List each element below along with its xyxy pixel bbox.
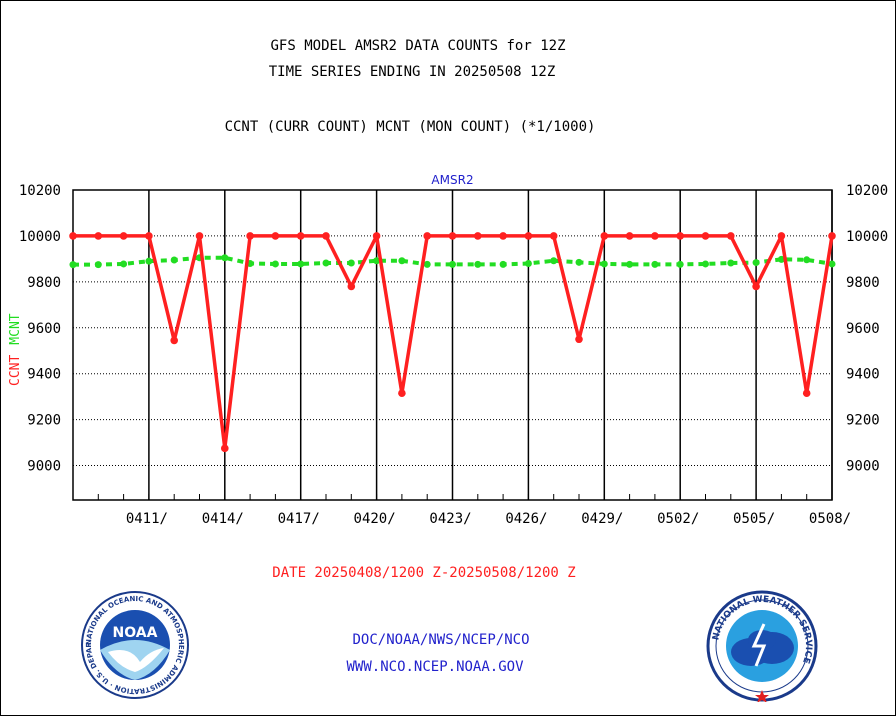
org-path: DOC/NOAA/NWS/NCEP/NCO xyxy=(352,632,530,648)
mcnt-point xyxy=(803,256,811,264)
ccnt-point xyxy=(246,232,254,240)
ccnt-point xyxy=(94,232,103,240)
mcnt-point xyxy=(347,259,355,267)
y-axis-label-mcnt: MCNT xyxy=(8,313,23,344)
x-tick-label: 0502/ xyxy=(657,511,699,527)
ccnt-point xyxy=(69,232,77,240)
x-tick-label: 0417/ xyxy=(278,511,320,527)
mcnt-point xyxy=(499,260,507,268)
ccnt-point xyxy=(372,232,381,240)
mcnt-point xyxy=(398,257,406,265)
mcnt-point xyxy=(550,257,558,265)
y-axis-label-ccnt: CCNT xyxy=(8,355,23,386)
ccnt-point xyxy=(221,444,229,453)
mcnt-point xyxy=(575,258,583,266)
x-tick-label: 0429/ xyxy=(581,511,623,527)
noaa-logo: NATIONAL OCEANIC AND ATMOSPHERIC ADMINIS… xyxy=(80,590,189,699)
mcnt-point xyxy=(702,260,709,268)
mcnt-point xyxy=(271,260,279,268)
mcnt-point xyxy=(626,260,634,268)
x-tick-label: 0505/ xyxy=(733,511,775,527)
mcnt-point xyxy=(828,260,836,268)
ccnt-point xyxy=(170,336,178,345)
mcnt-point xyxy=(752,259,760,267)
mcnt-point xyxy=(170,256,178,264)
ccnt-point xyxy=(600,232,609,240)
y-tick-label-right: 9800 xyxy=(846,275,880,291)
ccnt-point xyxy=(119,232,128,240)
nws-logo: NATIONAL WEATHER SERVICE xyxy=(706,590,818,702)
chart-subtitle: CCNT (CURR COUNT) MCNT (MON COUNT) (*1/1… xyxy=(224,119,596,135)
ccnt-point xyxy=(752,282,760,291)
mcnt-point xyxy=(322,259,330,267)
ccnt-point xyxy=(347,282,356,291)
chart-title-line2: TIME SERIES ENDING IN 20250508 12Z xyxy=(268,64,556,80)
y-axis-label: CCNT MCNT xyxy=(8,313,23,386)
mcnt-point xyxy=(474,260,482,268)
mcnt-point xyxy=(651,260,659,268)
ccnt-point xyxy=(676,232,684,240)
ccnt-point xyxy=(448,232,457,240)
mcnt-point xyxy=(600,260,608,268)
ccnt-point xyxy=(322,232,330,240)
y-tick-label-left: 10000 xyxy=(19,229,61,245)
chart-title-line1: GFS MODEL AMSR2 DATA COUNTS for 12Z xyxy=(270,38,566,54)
ccnt-point xyxy=(423,232,432,240)
ccnt-point xyxy=(271,232,280,240)
ccnt-point xyxy=(195,232,204,240)
y-tick-label-left: 9000 xyxy=(27,459,61,475)
mcnt-point xyxy=(676,260,684,268)
y-tick-label-right: 9600 xyxy=(846,321,880,337)
ccnt-point xyxy=(625,232,634,240)
ccnt-point xyxy=(575,335,583,344)
mcnt-point xyxy=(297,260,305,268)
y-tick-label-left: 10200 xyxy=(19,183,61,199)
mcnt-point xyxy=(449,260,456,268)
mcnt-point xyxy=(373,257,381,265)
ccnt-point xyxy=(398,389,406,398)
ccnt-point xyxy=(474,232,482,240)
y-tick-label-right: 9200 xyxy=(846,413,880,429)
ccnt-point xyxy=(727,232,735,240)
ccnt-point xyxy=(296,232,305,240)
ccnt-point xyxy=(777,232,786,240)
plot-title: AMSR2 xyxy=(431,173,473,187)
website-link[interactable]: WWW.NCO.NCEP.NOAA.GOV xyxy=(346,659,524,675)
ccnt-point xyxy=(828,232,836,240)
ccnt-point xyxy=(802,389,811,398)
mcnt-point xyxy=(94,261,102,269)
mcnt-point xyxy=(69,261,77,269)
x-tick-label: 0508/ xyxy=(809,511,851,527)
ccnt-point xyxy=(499,232,507,240)
y-tick-label-right: 10000 xyxy=(846,229,888,245)
x-tick-label: 0420/ xyxy=(354,511,396,527)
x-tick-label: 0414/ xyxy=(202,511,244,527)
noaa-wordmark: NOAA xyxy=(113,625,158,641)
mcnt-point xyxy=(524,259,532,267)
y-tick-label-left: 9800 xyxy=(27,275,61,291)
date-range-label: DATE 20250408/1200 Z-20250508/1200 Z xyxy=(272,565,576,581)
ccnt-point xyxy=(549,232,558,240)
mcnt-point xyxy=(120,260,128,268)
y-tick-label-right: 9400 xyxy=(846,367,880,383)
mcnt-point xyxy=(145,257,153,265)
ccnt-point xyxy=(701,232,710,240)
ccnt-point xyxy=(651,232,659,240)
y-tick-label-left: 9200 xyxy=(27,413,61,429)
ccnt-point xyxy=(145,232,153,240)
mcnt-point xyxy=(727,259,735,267)
mcnt-point xyxy=(423,260,431,268)
mcnt-point xyxy=(221,254,229,262)
ccnt-point xyxy=(524,232,533,240)
y-tick-label-left: 9600 xyxy=(27,321,61,337)
y-tick-label-left: 9400 xyxy=(27,367,61,383)
y-tick-label-right: 10200 xyxy=(846,183,888,199)
y-tick-label-right: 9000 xyxy=(846,459,880,475)
x-tick-label: 0426/ xyxy=(505,511,547,527)
x-tick-label: 0423/ xyxy=(429,511,471,527)
x-tick-label: 0411/ xyxy=(126,511,168,527)
